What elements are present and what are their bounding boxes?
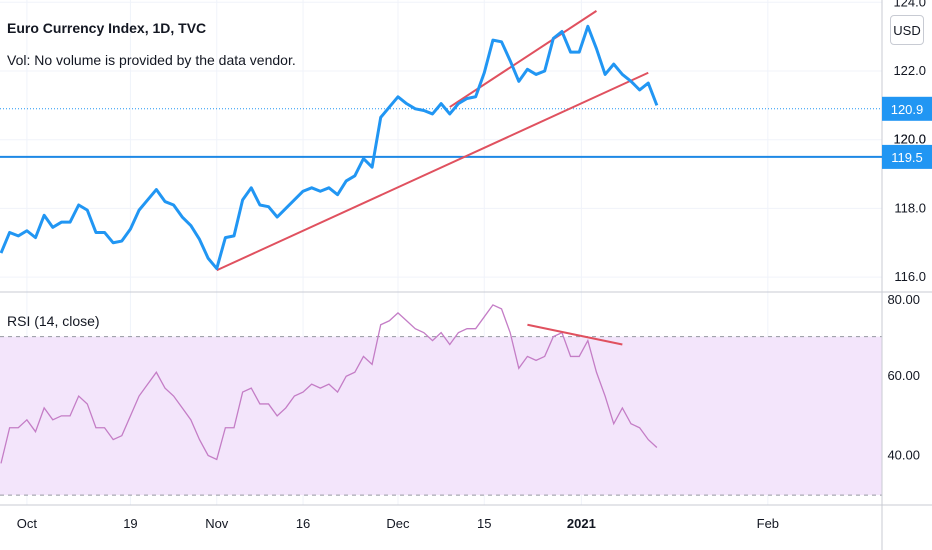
trend-line-2[interactable] — [449, 10, 598, 108]
rsi-trend-line[interactable] — [527, 323, 623, 346]
trend-line-1[interactable] — [216, 71, 649, 272]
time-tick-label: 19 — [123, 516, 137, 531]
last-price-badge: 120.9 — [891, 102, 924, 117]
time-tick-label: Oct — [17, 516, 38, 531]
time-tick-label: 2021 — [567, 516, 596, 531]
price-series-line[interactable] — [0, 24, 659, 271]
price-tick-label: 118.0 — [894, 200, 926, 215]
rsi-band — [0, 336, 882, 496]
symbol-title[interactable]: Euro Currency Index, 1D, TVC — [7, 20, 207, 36]
trend-lines[interactable] — [216, 10, 649, 272]
price-tick-label: 120.0 — [893, 132, 926, 147]
rsi-tick-label: 60.00 — [887, 368, 920, 383]
time-scale[interactable]: Oct 19 Nov 16 Dec 15 2021 Feb — [17, 516, 779, 531]
rsi-scale[interactable]: 80.00 60.00 40.00 — [887, 292, 920, 462]
price-tick-label: 124.0 — [893, 0, 926, 9]
volume-note: Vol: No volume is provided by the data v… — [7, 52, 296, 68]
rsi-tick-label: 40.00 — [887, 447, 920, 462]
price-badges: 120.9 120.0 119.5 — [882, 96, 932, 169]
time-tick-label: Nov — [205, 516, 229, 531]
horizontal-line-badge: 119.5 — [891, 150, 923, 165]
rsi-legend[interactable]: RSI (14, close) — [7, 313, 100, 329]
time-tick-label: 16 — [296, 516, 310, 531]
price-tick-label: 116.0 — [894, 269, 926, 284]
horizontal-line-badge-bg — [882, 144, 932, 169]
price-scale[interactable]: 124.0 122.0 120.0 118.0 116.0 — [893, 0, 926, 284]
time-tick-label: Feb — [757, 516, 779, 531]
currency-button[interactable]: USD — [890, 15, 924, 45]
time-tick-label: Dec — [386, 516, 410, 531]
covered-price-tick: 120.0 — [893, 132, 926, 147]
last-price-badge-bg — [882, 96, 932, 121]
rsi-tick-label: 80.00 — [887, 292, 920, 307]
time-tick-label: 15 — [477, 516, 491, 531]
rsi-series-line[interactable] — [0, 304, 658, 464]
price-tick-label: 122.0 — [893, 63, 926, 78]
